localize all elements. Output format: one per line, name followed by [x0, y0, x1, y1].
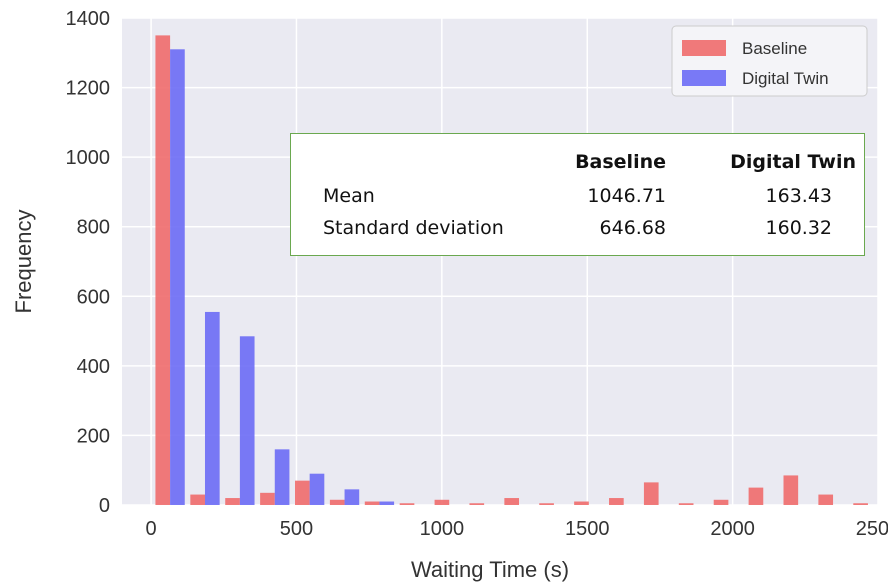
stats-row-label-mean: Mean [323, 185, 375, 207]
bar-digital-twin [274, 449, 290, 505]
x-tick-label: 500 [280, 518, 313, 540]
bar-baseline [155, 35, 171, 506]
y-axis-label: Frequency [11, 210, 36, 314]
x-tick-label: 1500 [565, 518, 610, 540]
bar-baseline [434, 499, 450, 505]
bar-baseline [748, 487, 764, 505]
bar-baseline [295, 480, 310, 505]
bar-baseline [190, 494, 205, 505]
bar-baseline [399, 503, 415, 505]
legend-label: Digital Twin [742, 69, 829, 88]
stats-mean-baseline: 1046.71 [587, 185, 666, 207]
bar-baseline [260, 492, 275, 505]
stats-header-baseline: Baseline [575, 151, 666, 173]
bar-baseline [783, 475, 799, 505]
y-tick-label: 400 [77, 356, 110, 378]
bar-digital-twin [239, 336, 255, 505]
y-tick-label: 1200 [66, 78, 111, 100]
stats-std-baseline: 646.68 [599, 217, 666, 239]
stats-std-digital-twin: 160.32 [765, 217, 832, 239]
x-axis-label: Waiting Time (s) [411, 557, 569, 582]
y-tick-label: 1000 [66, 147, 111, 169]
y-tick-label: 0 [99, 495, 110, 517]
bar-baseline [574, 501, 589, 505]
x-tick-label: 1000 [420, 518, 465, 540]
bar-digital-twin [379, 501, 395, 505]
bar-baseline [504, 498, 520, 505]
bar-baseline [678, 503, 694, 505]
legend-swatch [682, 40, 726, 56]
x-tick-label: 2000 [710, 518, 755, 540]
bar-baseline [853, 503, 868, 505]
bar-baseline [609, 498, 624, 505]
stats-mean-digital-twin: 163.43 [765, 185, 832, 207]
bar-digital-twin [204, 311, 220, 505]
bar-baseline [469, 503, 485, 505]
bar-digital-twin [170, 49, 185, 506]
bar-baseline [713, 499, 729, 505]
x-tick-label: 0 [146, 518, 157, 540]
bar-digital-twin [309, 473, 325, 505]
bar-baseline [539, 503, 554, 505]
bar-baseline [364, 501, 380, 505]
statistics-table: Baseline Digital Twin Mean 1046.71 163.4… [290, 133, 865, 256]
bar-baseline [643, 482, 659, 505]
y-tick-label: 600 [77, 286, 110, 308]
bar-digital-twin [344, 489, 360, 505]
legend-label: Baseline [742, 39, 807, 58]
y-tick-label: 800 [77, 217, 110, 239]
stats-row-label-std: Standard deviation [323, 217, 504, 239]
legend-swatch [682, 70, 726, 86]
stats-header-digital-twin: Digital Twin [730, 151, 856, 173]
bar-baseline [225, 498, 240, 505]
y-tick-label: 1400 [66, 8, 111, 30]
bar-baseline [329, 499, 345, 505]
y-tick-label: 200 [77, 425, 110, 447]
bar-baseline [818, 494, 834, 505]
